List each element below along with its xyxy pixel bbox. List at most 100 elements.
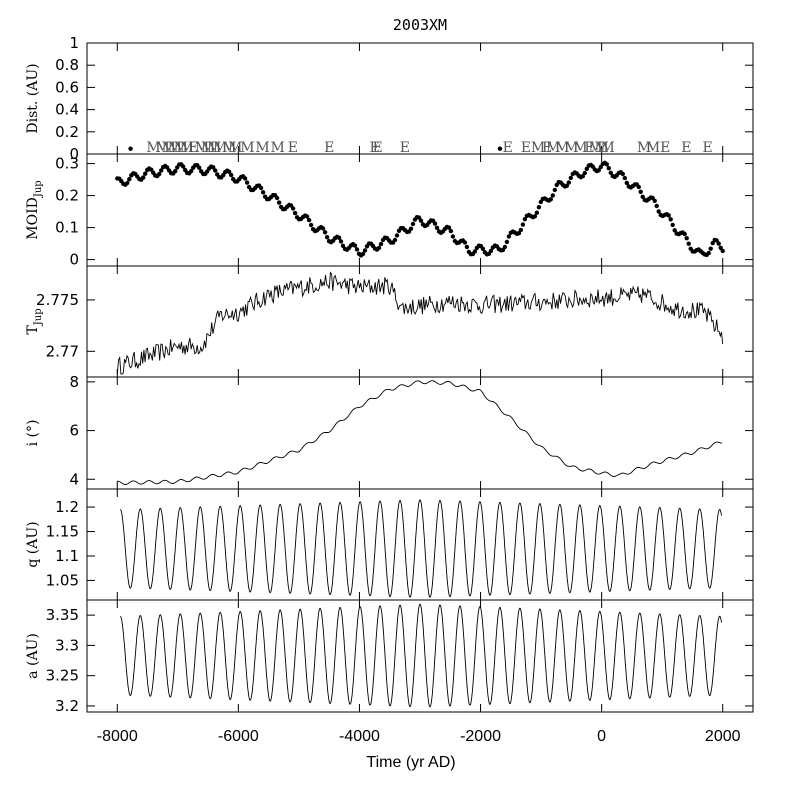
moid-point [568,175,573,181]
y-tick-label-dist: 0.8 [55,56,79,74]
moid-point [684,236,689,241]
x-axis: -8000 -6000 -4000 -2000 0 2000 [97,728,741,745]
moid-point [290,206,296,211]
moid-point [506,234,512,239]
moid-point [306,217,312,223]
moid-point [584,166,589,171]
moid-point [462,240,468,245]
moid-point [189,168,194,174]
moid-point [143,171,148,176]
moid-point [360,251,366,257]
moid-point [434,225,440,230]
moid-point [260,190,266,195]
y-tick-label-a: 3.25 [46,667,79,685]
moid-point [408,226,414,231]
moid-point [604,162,609,167]
y-axis-label-incl: i (°) [25,420,41,447]
encounter-label-E: E [584,140,594,156]
encounter-label-E: E [503,140,513,156]
encounter-label-M: M [240,140,254,156]
moid-point [670,222,675,228]
encounter-label-M: M [573,140,587,156]
moid-point [292,210,298,216]
chart-title: 2003XM [393,16,447,34]
y-tick-label-dist: 1 [69,34,79,52]
y-axis-label-subscript: Jup [33,180,44,198]
panel-frame-q [86,488,754,601]
moid-point [654,203,659,209]
moid-point [666,213,671,218]
panel-q: 1.05 1.1 1.15 1.2 q (AU) [25,488,754,601]
moid-point [258,185,264,191]
moid-point [362,248,368,253]
moid-point [376,245,382,251]
moid-point [624,180,629,186]
moid-point [638,189,643,194]
moid-point [211,165,216,170]
moid-point [320,226,326,231]
y-axis-label-a: a (AU) [25,633,41,679]
panel-incl: 4 6 8 i (°) [25,373,754,490]
moid-point [173,169,178,174]
y-axis-label-main: q (AU) [25,521,41,567]
moid-point [338,239,344,244]
x-tick-label: -2000 [460,728,501,745]
encounter-label-M: M [564,140,578,156]
q-series-line [120,499,722,598]
moid-point [534,210,540,215]
y-tick-label-q: 1.05 [46,571,79,589]
moid-point [340,243,346,248]
y-tick-label-dist: 0.6 [55,78,79,96]
moid-point [606,166,611,171]
moid-point [432,221,438,226]
encounter-label-M: M [228,140,242,156]
moid-point [686,241,691,246]
panel-frame-tjup [86,265,754,378]
encounter-label-M: M [531,140,545,156]
moid-point [548,197,553,202]
encounter-label-M: M [174,140,188,156]
panel-a: 3.2 3.25 3.3 3.35 a (AU) [25,599,754,715]
y-axis-label-tjup: TJup [25,308,44,334]
encounter-label-M: M [222,140,236,156]
y-axis-label-main: T [25,325,41,335]
x-axis-label: Time (yr AD) [366,754,455,771]
moid-point [564,183,569,188]
encounter-label-E: E [288,140,298,156]
y-tick-label-dist: 0.2 [55,123,79,141]
moid-point [622,175,627,181]
moid-point [308,222,314,228]
encounter-label-E: E [400,140,410,156]
moid-point [720,248,725,254]
moid-point [640,194,645,199]
moid-point [464,244,470,250]
encounter-label-M: M [195,140,209,156]
encounter-label-M: M [594,140,608,156]
moid-point [159,168,164,173]
moid-point [672,228,677,233]
moid-point [596,168,601,173]
moid-point [716,241,721,246]
y-tick-label-incl: 4 [69,470,79,488]
y-axis-label-q: q (AU) [25,521,41,567]
y-tick-label-tjup: 2.77 [46,342,79,360]
moid-point [213,168,218,173]
moid-point [229,172,234,178]
moid-point [392,237,398,243]
moid-point [706,250,711,256]
y-tick-label-moid: 0 [69,251,79,269]
inclination-series-line [117,380,723,485]
moid-point [582,170,587,176]
moid-point [322,230,328,235]
moid-point [536,205,542,210]
moid-point [518,227,524,233]
moid-point [418,218,424,223]
moid-point [394,233,400,238]
x-tick-label: 2000 [705,728,741,745]
encounter-label-M: M [646,140,660,156]
moid-point [504,239,510,245]
moid-point [532,214,538,219]
moid-point [378,241,384,247]
moid-point [450,234,456,239]
y-axis-label-main: Dist. (AU) [25,63,41,133]
